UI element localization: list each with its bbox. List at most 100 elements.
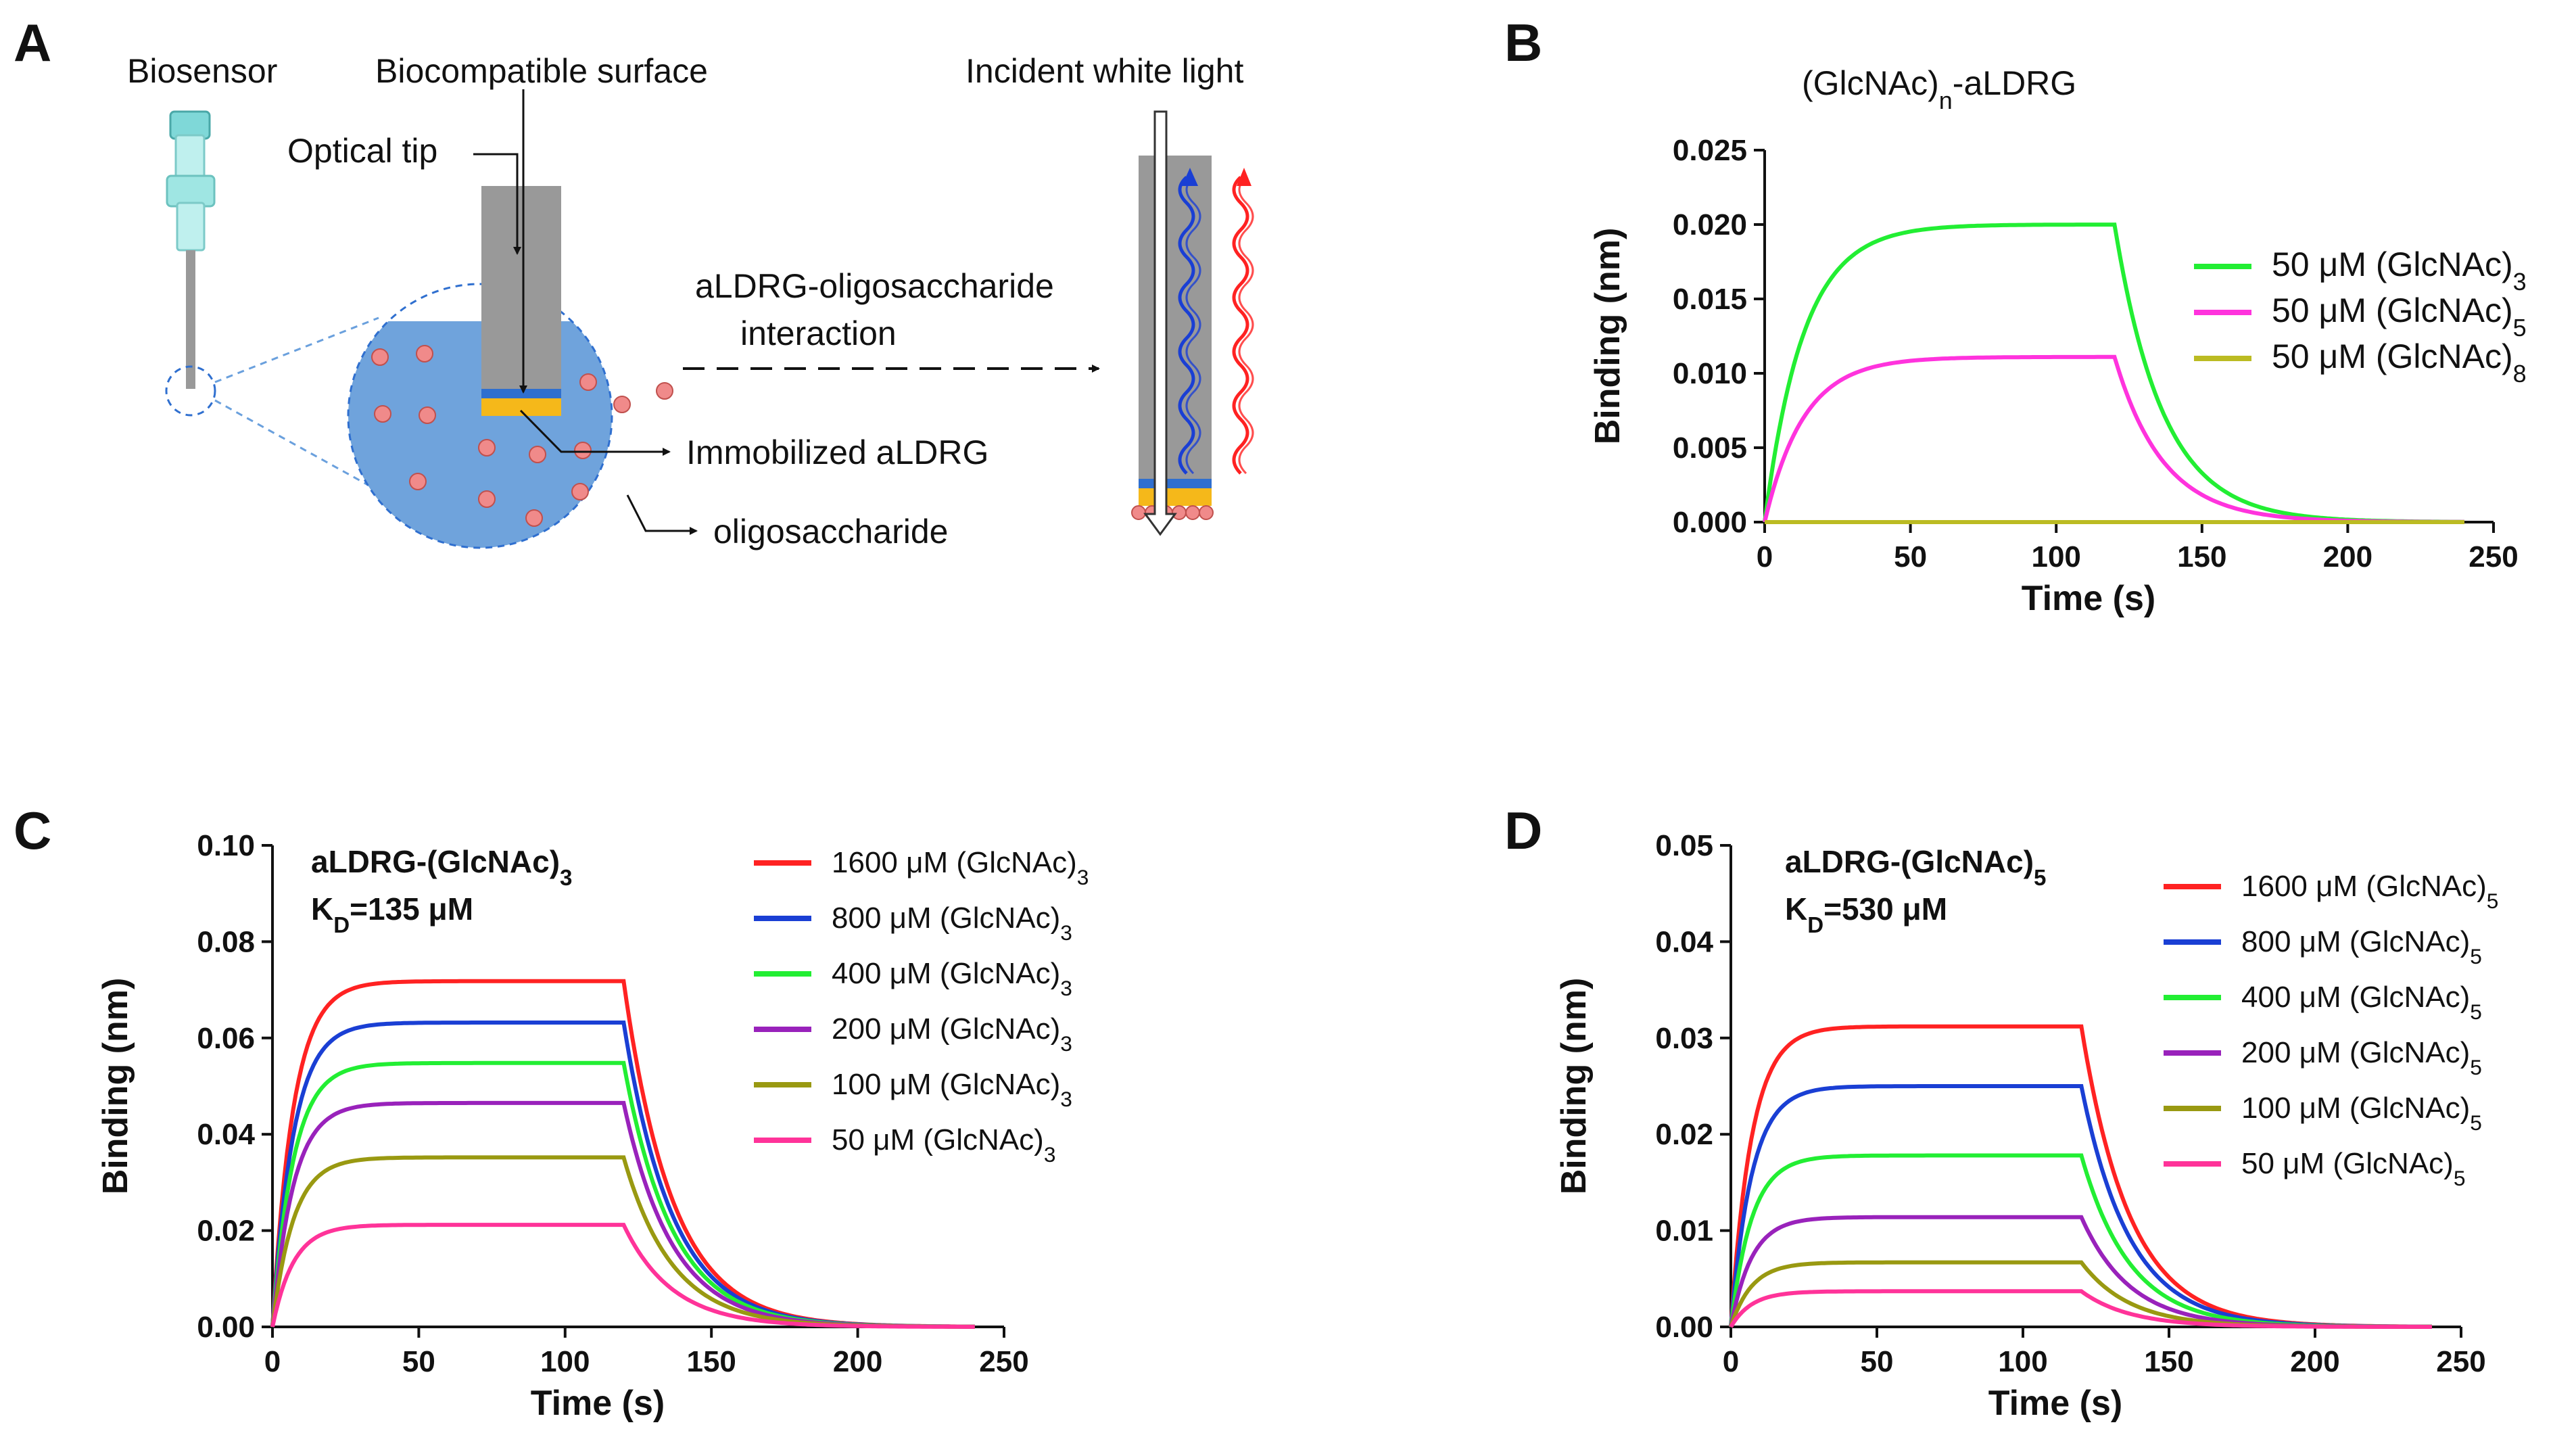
legend-label-main: 200 μM (GlcNAc): [2241, 1036, 2470, 1069]
legend-label: 400 μM (GlcNAc)5: [2241, 981, 2482, 1024]
legend-label-main: 100 μM (GlcNAc): [832, 1068, 1060, 1101]
legend-label-sub: 5: [2513, 314, 2527, 342]
y-tick-label: 0.02: [1655, 1118, 1713, 1151]
x-tick-label: 0: [1757, 540, 1773, 573]
magnified-view: [347, 186, 673, 549]
panel-label-a: A: [14, 13, 51, 72]
kd-k: K: [1785, 891, 1807, 927]
x-tick-label: 250: [2436, 1345, 2485, 1378]
x-tick-label: 200: [2290, 1345, 2339, 1378]
kd-sub: D: [333, 913, 350, 938]
y-tick-label: 0.08: [197, 925, 255, 958]
kd-sub: D: [1807, 913, 1823, 938]
aldrg-layer: [481, 398, 561, 416]
panel-label-d: D: [1504, 801, 1542, 860]
legend-label: 50 μM (GlcNAc)8: [2272, 337, 2527, 388]
legend-label-sub: 3: [2513, 268, 2527, 296]
y-tick-label: 0.06: [197, 1022, 255, 1055]
legend-label-main: 800 μM (GlcNAc): [832, 901, 1060, 935]
legend-label: 400 μM (GlcNAc)3: [832, 957, 1072, 1000]
legend-label-main: 200 μM (GlcNAc): [832, 1012, 1060, 1046]
legend-label: 200 μM (GlcNAc)5: [2241, 1036, 2482, 1079]
y-tick-label: 0.05: [1655, 829, 1713, 862]
x-tick-label: 100: [2031, 540, 2080, 573]
y-tick-label: 0.00: [197, 1311, 255, 1344]
chart-title-main: aLDRG-(GlcNAc): [1785, 844, 2034, 879]
solution-fill: [348, 321, 612, 548]
red-reflected-wave: [1232, 176, 1249, 475]
sensor-beads: [1131, 505, 1214, 520]
y-axis-label: Binding (nm): [1554, 978, 1594, 1195]
chart-title-sub: 5: [2034, 866, 2046, 891]
y-tick-label: 0.010: [1673, 357, 1747, 390]
legend-label-sub: 5: [2470, 1110, 2482, 1135]
legend-label-main: 1600 μM (GlcNAc): [832, 846, 1077, 879]
x-tick-label: 150: [2144, 1345, 2193, 1378]
legend-label: 1600 μM (GlcNAc)5: [2241, 870, 2498, 913]
x-tick-label: 100: [540, 1345, 590, 1378]
legend-label-sub: 3: [1077, 865, 1089, 889]
legend-label-sub: 3: [1060, 976, 1072, 1000]
legend-label: 50 μM (GlcNAc)3: [2272, 245, 2527, 296]
oligosaccharide-beads: [371, 345, 673, 527]
panel-b: B 0 50 100 150 200 250 0.000 0.005 0.010 0.015 0.0…: [1504, 13, 2527, 618]
x-tick-label: 200: [833, 1345, 882, 1378]
y-tick-label: 0.005: [1673, 431, 1747, 465]
x-tick-label: 0: [1723, 1345, 1739, 1378]
series-line: [270, 1223, 975, 1329]
kd-val: =530 μM: [1823, 891, 1947, 927]
y-tick-label: 0.020: [1673, 208, 1747, 241]
oligosaccharide-label: oligosaccharide: [713, 513, 948, 551]
y-tick-label: 0.02: [197, 1215, 255, 1248]
optical-tip-label: Optical tip: [287, 132, 437, 170]
biocompatible-surface-label: Biocompatible surface: [375, 52, 708, 90]
series-line: [1729, 1289, 2432, 1329]
legend-label-main: 400 μM (GlcNAc): [832, 957, 1060, 990]
x-tick-label: 150: [2177, 540, 2226, 573]
y-tick-label: 0.025: [1673, 134, 1747, 167]
series-line: [270, 1155, 975, 1329]
legend-label: 100 μM (GlcNAc)5: [2241, 1092, 2482, 1135]
legend-label: 1600 μM (GlcNAc)3: [832, 846, 1089, 889]
kd-value: KD=135 μM: [311, 891, 473, 938]
legend-label-sub: 3: [1044, 1142, 1056, 1167]
chart-title-sub: n: [1939, 87, 1953, 114]
legend-label-main: 50 μM (GlcNAc): [2272, 291, 2513, 329]
blue-reflected-wave: [1178, 176, 1195, 475]
chart-b: 0 50 100 150 200 250 0.000 0.005 0.010 0.015 0.020…: [1588, 64, 2527, 618]
y-tick-label: 0.03: [1655, 1022, 1713, 1055]
legend-label-sub: 5: [2454, 1166, 2466, 1190]
panel-a: A Biosensor: [14, 13, 1254, 551]
interaction-label-line2: interaction: [740, 314, 897, 352]
legend-label-sub: 5: [2470, 1000, 2482, 1024]
biosensor-device-icon: [165, 110, 216, 417]
legend-label-sub: 5: [2487, 889, 2499, 913]
legend-label-sub: 8: [2513, 360, 2527, 388]
x-tick-label: 200: [2323, 540, 2372, 573]
legend-label-main: 50 μM (GlcNAc): [832, 1123, 1044, 1156]
panel-label-c: C: [14, 801, 51, 860]
legend-label-sub: 3: [1060, 1087, 1072, 1111]
chart-title-sub: 3: [560, 866, 572, 891]
kd-value: KD=530 μM: [1785, 891, 1947, 938]
legend-label-sub: 5: [2470, 944, 2482, 968]
kd-k: K: [311, 891, 333, 927]
immobilized-arrow: [519, 409, 671, 456]
x-tick-label: 0: [264, 1345, 281, 1378]
biocompatible-layer: [481, 389, 561, 398]
optical-tip-arrow: [473, 153, 521, 255]
legend-label-main: 50 μM (GlcNAc): [2272, 245, 2513, 283]
legend-label-main: 400 μM (GlcNAc): [2241, 981, 2470, 1014]
legend-label-main: 100 μM (GlcNAc): [2241, 1092, 2470, 1125]
legend-label: 50 μM (GlcNAc)5: [2272, 291, 2527, 342]
chart-title: aLDRG-(GlcNAc)5: [1785, 844, 2046, 891]
zoom-line-top: [214, 317, 379, 383]
legend-label: 800 μM (GlcNAc)3: [832, 901, 1072, 945]
x-tick-label: 50: [1861, 1345, 1894, 1378]
x-tick-label: 50: [402, 1345, 435, 1378]
legend-label-sub: 3: [1060, 1031, 1072, 1056]
y-axis-label: Binding (nm): [96, 978, 135, 1195]
series-line: [1729, 1260, 2432, 1329]
oligosaccharide-arrow: [626, 494, 698, 535]
